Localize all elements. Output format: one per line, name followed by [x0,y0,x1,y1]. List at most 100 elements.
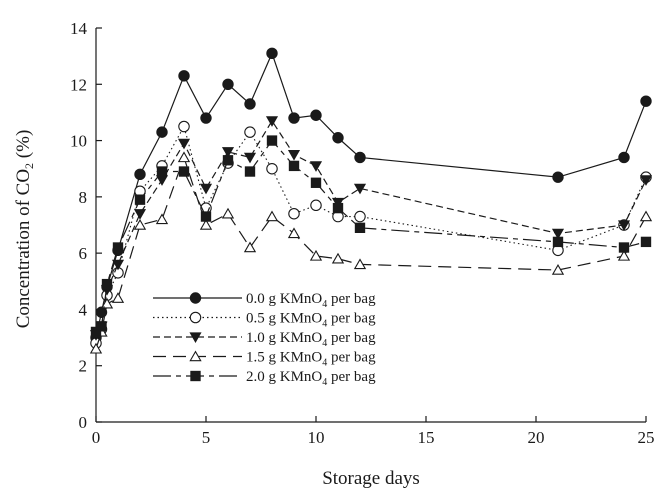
data-point [90,326,102,338]
data-point [354,222,366,233]
data-point [101,278,113,290]
legend-marker [189,311,202,324]
data-point [134,194,146,205]
data-point [618,242,630,253]
data-point [287,227,301,239]
y-tick-label: 2 [79,357,88,376]
y-tick-label: 6 [79,244,88,263]
legend-label-subscript: 4 [322,319,327,330]
legend-label-suffix: per bag [327,291,376,307]
legend-marker [189,292,202,304]
data-point [221,147,235,158]
legend-label-main: 0.5 g KMnO [246,311,322,327]
legend-label: 0.5 g KMnO4 per bag [246,311,376,330]
legend-marker [189,332,202,343]
legend-label: 1.5 g KMnO4 per bag [246,350,376,369]
data-point [617,220,631,231]
legend-label-main: 1.0 g KMnO [246,330,322,346]
data-point [111,259,125,271]
data-point [244,98,256,110]
data-point [111,292,125,303]
data-point [95,306,108,318]
legend-label-subscript: 4 [322,358,327,369]
data-point [89,342,103,354]
data-point [266,47,278,60]
data-point [640,236,652,248]
data-point [199,183,213,195]
data-point [96,321,107,332]
data-point [243,241,257,253]
axis-labels: Storage days Concentration of CO2 (%) [13,130,420,488]
legend-label-suffix: per bag [327,330,376,346]
data-point [222,78,234,90]
data-point [243,152,257,164]
data-point [133,209,147,220]
legend-entry: 2.0 g KMnO4 per bag [153,369,376,388]
data-point [133,218,147,230]
legend-marker [189,350,202,362]
data-point [265,116,279,127]
data-point [178,70,190,82]
data-point [156,166,168,177]
y-axis-title-main: Concentration of CO [13,169,34,328]
legend-label: 2.0 g KMnO4 per bag [246,369,376,388]
series-line [95,51,647,338]
y-axis-title-subscript: 2 [22,163,36,169]
legend-label-main: 1.5 g KMnO [246,350,322,366]
data-point [199,218,213,230]
data-point [200,211,212,222]
y-tick-label: 14 [70,19,88,38]
y-tick-label: 10 [70,132,87,151]
data-point [551,263,565,275]
axes: 0 5 10 15 20 25 0 2 4 6 8 10 12 14 [70,19,655,447]
series-line [95,119,647,336]
legend-label-subscript: 4 [322,299,327,310]
x-axis-title: Storage days [322,468,420,488]
data-point [265,210,279,222]
data-point [331,197,345,209]
series-line [95,139,647,333]
data-point [310,177,322,188]
legend-label: 0.0 g KMnO4 per bag [246,291,376,310]
y-tick-label: 4 [79,300,88,319]
data-point [178,120,190,133]
data-point [288,160,300,172]
legend-label-subscript: 4 [322,377,327,388]
legend-label-suffix: per bag [327,369,376,385]
legend-label-subscript: 4 [322,338,327,349]
data-point [112,242,124,253]
data-point [309,249,323,261]
data-point [156,126,168,138]
x-tick-label: 15 [418,428,435,447]
data-point [177,151,191,163]
legend-label-main: 2.0 g KMnO [246,369,322,385]
data-point [310,199,322,212]
data-point [221,207,235,219]
x-tick-label: 25 [638,428,655,447]
legend-entry: 0.0 g KMnO4 per bag [153,291,376,310]
data-point [354,151,366,164]
legend-entry: 1.5 g KMnO4 per bag [153,350,376,369]
legend-entry: 0.5 g KMnO4 per bag [153,311,376,330]
data-point [178,166,190,177]
legend-label-suffix: per bag [327,311,376,327]
data-point [353,183,367,195]
data-point [552,171,564,183]
y-axis-title: Concentration of CO2 (%) [13,130,36,329]
data-point [134,168,146,181]
data-point [332,202,344,214]
y-axis-title-unit: (%) [13,130,34,163]
y-tick-label: 0 [79,413,88,432]
data-point [618,151,630,164]
series-5 [90,135,652,338]
data-point [288,112,300,124]
data-point [354,210,366,223]
data-point [640,95,652,107]
data-point [309,161,323,172]
data-series [89,47,653,354]
x-tick-label: 10 [308,428,325,447]
y-tick-label: 8 [79,188,88,207]
data-point [310,109,322,121]
